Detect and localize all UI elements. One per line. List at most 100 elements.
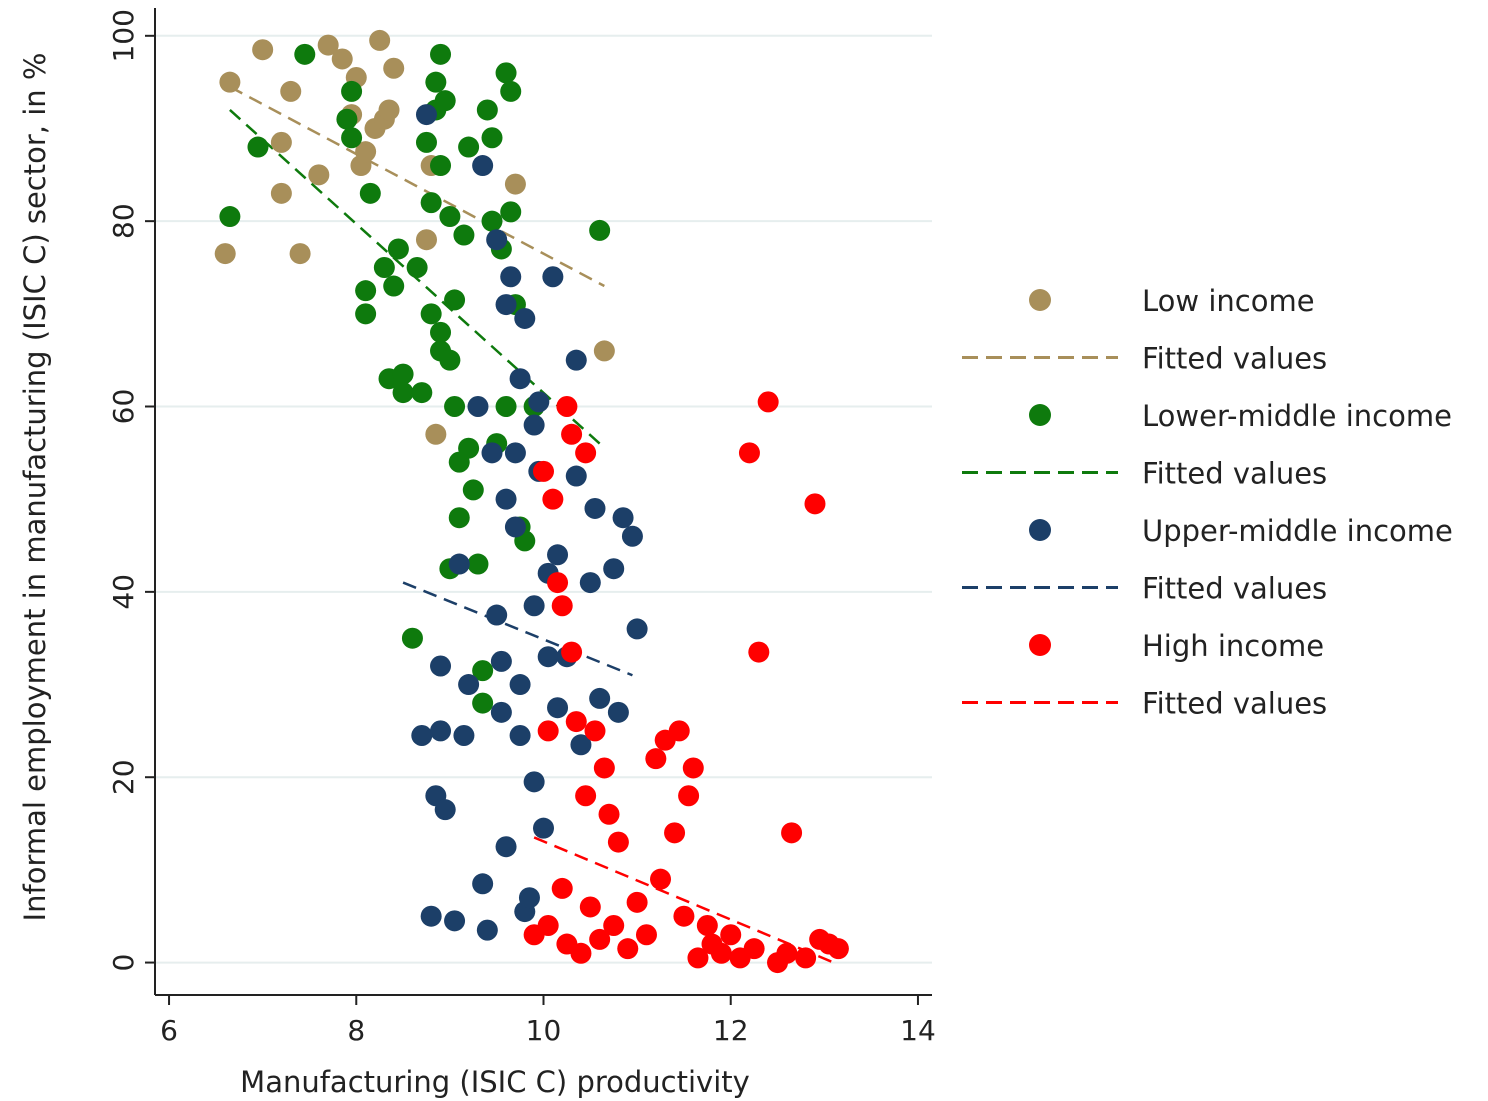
lower-middle-income-point — [411, 382, 433, 404]
upper-middle-income-point — [547, 544, 569, 566]
upper-middle-income-point — [472, 873, 494, 895]
upper-middle-income-point — [589, 687, 611, 709]
legend-marker-swatch — [1029, 519, 1051, 541]
low-income-point — [308, 164, 330, 186]
lower-middle-income-point — [341, 80, 363, 102]
upper-middle-income-point — [565, 465, 587, 487]
lower-middle-income-point — [495, 396, 517, 418]
high-income-point — [547, 572, 569, 594]
low-income-point — [369, 29, 391, 51]
low-income-point — [289, 243, 311, 265]
lower-middle-income-point — [458, 437, 480, 459]
lower-middle-income-point — [448, 507, 470, 529]
x-tick-label: 12 — [713, 1014, 749, 1047]
low-income-point — [383, 57, 405, 79]
high-income-point — [827, 938, 849, 960]
low-income-fitted-line — [229, 85, 605, 288]
high-income-point — [776, 942, 798, 964]
high-income-point — [645, 748, 667, 770]
data-points — [214, 29, 849, 974]
high-income-point — [551, 595, 573, 617]
upper-middle-income-point — [486, 229, 508, 251]
high-income-point — [795, 947, 817, 969]
low-income-point — [214, 243, 236, 265]
upper-middle-income-point — [528, 391, 550, 413]
high-income-point — [738, 442, 760, 464]
high-income-point — [537, 914, 559, 936]
high-income-point — [551, 877, 573, 899]
upper-middle-income-point — [415, 104, 437, 126]
upper-middle-income-point — [453, 725, 475, 747]
low-income-point — [252, 39, 274, 61]
high-income-point — [589, 928, 611, 950]
upper-middle-income-point — [448, 553, 470, 575]
lower-middle-income-point — [294, 43, 316, 65]
high-income-point — [593, 757, 615, 779]
legend-marker-swatch — [1029, 289, 1051, 311]
lower-middle-income-point — [341, 127, 363, 149]
upper-middle-income-point — [565, 349, 587, 371]
lower-middle-income-point — [392, 382, 414, 404]
upper-middle-income-point — [434, 799, 456, 821]
upper-middle-income-point — [504, 442, 526, 464]
legend-label: Fitted values — [1142, 572, 1327, 606]
high-income-point — [533, 460, 554, 482]
lower-middle-income-point — [444, 289, 466, 311]
high-income-point — [575, 442, 597, 464]
high-income-point — [635, 924, 657, 946]
lower-middle-income-point — [500, 201, 522, 223]
upper-middle-income-point — [430, 720, 452, 742]
high-income-point — [682, 757, 704, 779]
high-income-point — [757, 391, 779, 413]
high-income-point — [668, 720, 690, 742]
lower-middle-income-point — [247, 136, 269, 158]
lower-middle-income-point — [401, 627, 423, 649]
lower-middle-income-point — [430, 321, 452, 343]
upper-middle-income-point — [430, 655, 452, 677]
high-income-point — [664, 822, 686, 844]
upper-middle-income-point — [579, 572, 601, 594]
lower-middle-income-point — [462, 479, 484, 501]
legend-marker-swatch — [1029, 404, 1051, 426]
high-income-point — [598, 803, 620, 825]
high-income-point — [748, 641, 770, 663]
high-income-point — [626, 891, 648, 913]
high-income-point — [804, 493, 826, 515]
legend-label: Upper-middle income — [1142, 514, 1453, 548]
legend-label: Low income — [1142, 284, 1315, 318]
low-income-point — [593, 340, 615, 362]
high-income-point — [575, 785, 597, 807]
upper-middle-income-point — [514, 307, 536, 329]
lower-middle-income-point — [458, 136, 480, 158]
upper-middle-income-point — [495, 294, 517, 316]
lower-middle-income-point — [355, 280, 377, 302]
lower-middle-income-point — [415, 131, 437, 153]
y-tick-label: 100 — [107, 9, 140, 62]
y-tick-label: 40 — [107, 574, 140, 610]
lower-middle-income-point — [406, 256, 428, 278]
x-tick-label: 6 — [160, 1014, 178, 1047]
upper-middle-income-point — [542, 266, 564, 288]
high-income-point — [561, 423, 583, 445]
upper-middle-income-point — [490, 701, 512, 723]
upper-middle-income-point — [490, 650, 512, 672]
upper-middle-income-point — [612, 507, 634, 529]
upper-middle-income-point — [500, 266, 522, 288]
lower-middle-income-point — [387, 238, 409, 260]
lower-middle-income-point — [359, 182, 381, 204]
low-income-point — [425, 423, 447, 445]
legend-label: Fitted values — [1142, 687, 1327, 721]
high-income-point — [603, 914, 625, 936]
low-income-point — [378, 99, 400, 121]
lower-middle-income-point — [420, 303, 442, 325]
legend-marker-swatch — [1029, 634, 1051, 656]
lower-middle-income-point — [444, 396, 466, 418]
y-tick-label: 0 — [107, 954, 140, 972]
y-axis-title: Informal employment in manufacturing (IS… — [18, 53, 52, 922]
high-income-point — [743, 938, 765, 960]
low-income-point — [415, 229, 437, 251]
high-income-point — [617, 938, 639, 960]
low-income-point — [219, 71, 241, 93]
high-income-point — [687, 947, 709, 969]
upper-middle-income-point — [523, 595, 545, 617]
